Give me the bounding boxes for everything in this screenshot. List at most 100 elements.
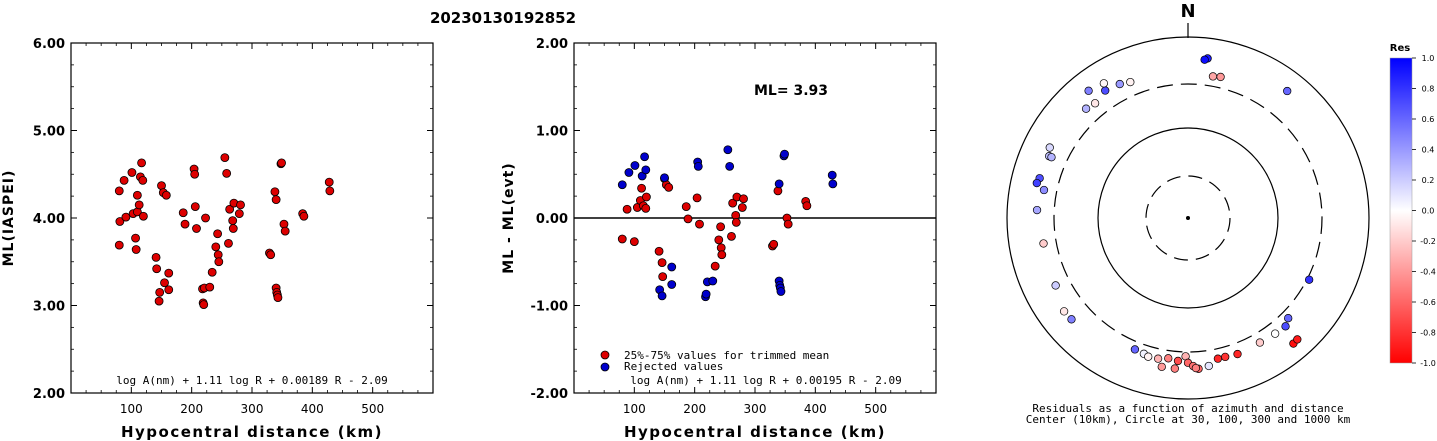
station-point	[1101, 86, 1110, 95]
data-point	[664, 182, 674, 192]
data-point	[205, 282, 215, 292]
data-point	[776, 287, 786, 296]
colorbar-tick-label: -1.0	[1420, 359, 1436, 368]
data-point	[160, 278, 169, 288]
data-point	[728, 198, 738, 208]
colorbar-tick-label: 1.0	[1422, 54, 1435, 63]
data-point	[692, 193, 702, 203]
x-tick-label: 200	[180, 402, 203, 416]
station-point	[1039, 185, 1049, 195]
data-point	[660, 173, 669, 183]
data-point	[637, 183, 646, 193]
data-point	[190, 202, 200, 212]
data-point	[131, 245, 141, 254]
station-point	[1208, 72, 1218, 81]
y-tick-label: 1.00	[536, 125, 568, 140]
data-point	[152, 264, 162, 274]
x-tick-label: 300	[241, 402, 264, 416]
residual-vs-distance-chart: 100 200 300 400 500 -2.00 -1.00 0.00 1.00 2.00 M…	[501, 37, 937, 441]
data-point	[640, 152, 649, 162]
data-point	[201, 213, 210, 223]
y-ticks: 2.00 3.00 4.00 5.00 6.00	[33, 37, 433, 402]
station-point	[1255, 338, 1265, 347]
data-point	[271, 195, 281, 205]
data-point	[739, 194, 748, 204]
ml-annotation: ML= 3.93	[754, 83, 828, 99]
x-tick-label: 500	[864, 402, 887, 416]
data-point	[701, 289, 711, 299]
station-point	[1130, 345, 1140, 354]
y-tick-label: 2.00	[536, 37, 568, 52]
colorbar-tick-label: 0.4	[1422, 146, 1435, 155]
data-point	[214, 257, 224, 267]
data-point	[178, 208, 188, 218]
data-point	[617, 234, 627, 244]
data-point	[828, 179, 838, 189]
data-point	[727, 231, 736, 241]
data-point	[667, 280, 677, 289]
ring-30km	[1145, 175, 1231, 261]
x-axis-label: Hypocentral distance (km)	[624, 423, 886, 441]
data-point	[624, 168, 634, 177]
station-point	[1281, 322, 1290, 331]
y-axis-label: ML - ML(evt)	[501, 162, 517, 273]
ring-300km	[1053, 83, 1323, 353]
data-point	[723, 145, 733, 155]
data-point	[270, 187, 280, 197]
data-point	[714, 235, 724, 245]
data-point	[138, 211, 148, 221]
data-point	[629, 237, 639, 247]
data-point	[630, 161, 640, 170]
scatter-points	[617, 145, 838, 302]
data-point	[154, 296, 164, 306]
data-point	[641, 165, 651, 175]
x-tick-label: 400	[804, 402, 827, 416]
x-tick-label: 400	[301, 402, 324, 416]
x-tick-label: 500	[361, 402, 384, 416]
station-points	[1032, 54, 1314, 373]
data-point	[667, 262, 677, 272]
data-point	[657, 258, 667, 268]
station-point	[1233, 349, 1242, 359]
data-point	[658, 272, 668, 282]
data-point	[708, 276, 718, 286]
station-point	[1270, 329, 1280, 338]
data-point	[199, 300, 209, 310]
y-tick-label: 5.00	[33, 125, 65, 140]
formula-label: log A(nm) + 1.11 log R + 0.00195 R - 2.0…	[630, 374, 902, 387]
station-point	[1200, 55, 1209, 64]
caption-line-1: Residuals as a function of azimuth and d…	[1032, 402, 1343, 415]
data-point	[299, 211, 309, 221]
data-point	[119, 175, 129, 185]
residual-polar-map: N Residuals as a function of azimuth and…	[1006, 1, 1370, 426]
station-point	[1144, 352, 1153, 361]
data-point	[127, 168, 137, 177]
data-point	[827, 170, 837, 180]
colorbar-tick-label: -0.4	[1420, 268, 1436, 277]
data-point	[211, 242, 221, 252]
y-axis-label: ML(IASPEI)	[1, 170, 17, 267]
station-point	[1032, 178, 1041, 188]
data-point	[717, 250, 727, 260]
x-tick-label: 200	[683, 402, 706, 416]
x-ticks: 100 200 300 400 500	[588, 43, 922, 416]
colorbar-tick-label: -0.8	[1420, 329, 1436, 338]
station-point	[1051, 281, 1060, 290]
caption-line-2: Center (10km), Circle at 30, 100, 300 an…	[1026, 413, 1351, 426]
data-point	[131, 233, 140, 243]
station-point	[1126, 77, 1135, 87]
data-point	[132, 190, 142, 200]
y-tick-label: 6.00	[33, 37, 65, 52]
data-point	[161, 190, 171, 200]
station-point	[1283, 86, 1292, 96]
legend-label-trimmed: 25%-75% values for trimmed mean	[624, 349, 829, 362]
data-point	[151, 252, 161, 262]
data-point	[710, 261, 720, 271]
y-tick-label: 2.00	[33, 387, 65, 402]
colorbar-tick-label: 0.0	[1422, 207, 1435, 216]
data-point	[222, 168, 232, 178]
data-point	[737, 203, 747, 212]
data-point	[121, 212, 131, 222]
data-point	[780, 149, 789, 159]
data-point	[134, 200, 144, 210]
